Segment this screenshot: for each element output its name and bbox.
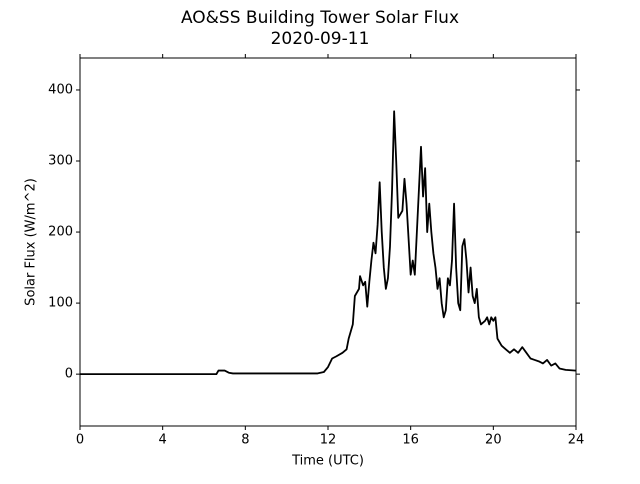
y-tick-label: 300 [48,154,73,169]
chart-title: AO&SS Building Tower Solar Flux [181,8,459,28]
y-tick-label: 100 [48,296,73,311]
data-line [80,110,577,376]
y-tick-label: 200 [48,225,73,240]
x-tick-label: 8 [241,433,249,448]
y-axis-label: Solar Flux (W/m^2) [24,178,39,306]
y-tick-label: 400 [48,82,73,97]
chart-subtitle: 2020-09-11 [271,29,370,49]
x-tick-label: 4 [159,433,167,448]
x-axis-label: Time (UTC) [291,454,364,469]
y-tick-label: 0 [65,367,73,382]
x-tick-label: 20 [485,433,502,448]
x-tick-label: 24 [568,433,585,448]
x-tick-label: 0 [76,433,84,448]
x-tick-label: 16 [402,433,419,448]
x-tick-label: 12 [320,433,337,448]
